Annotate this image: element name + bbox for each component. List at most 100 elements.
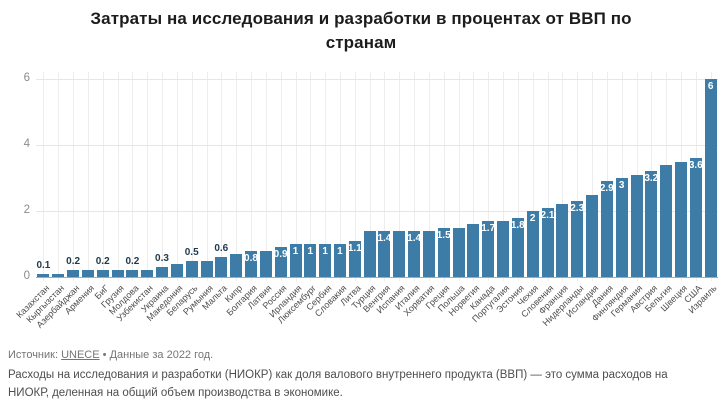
y-axis-tick-label: 4	[23, 138, 30, 150]
category-gridline	[221, 72, 223, 281]
category-gridline	[473, 72, 475, 281]
bar-Франция[interactable]	[556, 204, 569, 277]
bar-Австрия[interactable]	[645, 171, 658, 277]
bar-Норвегия[interactable]	[467, 224, 480, 277]
bar-value-label: 0.1	[36, 259, 51, 271]
category-gridline	[606, 72, 608, 281]
category-gridline	[488, 72, 490, 281]
category-gridline	[577, 72, 579, 281]
bar-Хорватия[interactable]	[422, 230, 435, 277]
bar-value-label: 0.8	[244, 252, 258, 264]
bar-value-label: 1.5	[436, 229, 451, 241]
bar-Греция[interactable]	[437, 227, 450, 277]
bar-Дания[interactable]	[600, 181, 613, 277]
category-gridline	[503, 72, 504, 281]
bar-Латвия[interactable]	[259, 250, 272, 277]
category-gridline	[310, 72, 312, 281]
bar-Молдова[interactable]	[126, 270, 139, 277]
bar-Нидерланды[interactable]	[571, 201, 584, 277]
chart-title: Затраты на исследования и разработки в п…	[0, 7, 722, 55]
bar-value-label: 0.3	[155, 253, 169, 265]
bar-Канада[interactable]	[482, 220, 495, 277]
bar-Турция[interactable]	[363, 230, 376, 277]
bar-Румыния[interactable]	[200, 260, 213, 277]
bar-Сербия[interactable]	[319, 244, 332, 277]
bar-value-label: 2.3	[570, 203, 585, 215]
category-gridline	[117, 72, 119, 281]
bar-value-label: 3.6	[688, 160, 703, 172]
category-gridline	[384, 72, 386, 281]
bar-Армения[interactable]	[81, 270, 94, 277]
category-gridline	[369, 72, 371, 281]
bar-Италия[interactable]	[408, 230, 421, 277]
bar-value-label: 1.7	[481, 222, 496, 234]
bar-Ирландия[interactable]	[289, 244, 302, 277]
bar-БиГ[interactable]	[96, 270, 109, 277]
bar-Израиль[interactable]	[704, 79, 717, 277]
category-gridline	[58, 72, 60, 281]
bar-Мальта[interactable]	[215, 257, 228, 277]
category-gridline	[458, 72, 460, 281]
bar-Словакия[interactable]	[333, 244, 346, 277]
bar-value-label: 2.9	[599, 183, 614, 195]
bar-Португалия[interactable]	[497, 220, 509, 277]
bar-Швеция[interactable]	[674, 161, 687, 277]
bar-Словения[interactable]	[541, 207, 554, 277]
bar-value-label: 3	[618, 180, 625, 191]
category-gridline	[517, 72, 519, 281]
bar-Эстония[interactable]	[511, 217, 524, 277]
category-gridline	[162, 72, 163, 281]
category-gridline	[295, 72, 297, 281]
source-line: Источник: UNECE • Данные за 2022 год.	[8, 349, 213, 361]
bar-value-label: 0.2	[95, 256, 110, 268]
bar-value-label: 2.1	[540, 209, 555, 221]
bar-value-label: 1.1	[347, 242, 362, 254]
y-axis-tick-label: 0	[23, 270, 30, 282]
bar-Испания[interactable]	[393, 230, 406, 277]
bar-Германия[interactable]	[630, 174, 643, 277]
category-gridline	[102, 72, 104, 281]
source-link[interactable]: UNECE	[61, 349, 100, 361]
bar-value-label: 0.2	[125, 256, 140, 268]
source-suffix: • Данные за 2022 год.	[102, 349, 214, 361]
bar-Исландия[interactable]	[586, 194, 598, 277]
bar-value-label: 1	[307, 246, 314, 257]
bar-Украина[interactable]	[156, 267, 168, 277]
bar-value-label: 0.2	[66, 256, 81, 268]
bar-Польша[interactable]	[452, 227, 465, 277]
bar-value-label: 0.9	[273, 249, 288, 261]
bar-Люксембург[interactable]	[304, 244, 317, 277]
bar-Македония[interactable]	[170, 263, 183, 277]
y-axis-tick-label: 6	[23, 72, 30, 84]
bar-Казахстан[interactable]	[37, 273, 50, 277]
category-gridline	[325, 72, 327, 281]
bar-Кыргызстан[interactable]	[52, 273, 65, 277]
bar-Болгария[interactable]	[245, 250, 257, 277]
bar-Бельгия[interactable]	[660, 164, 673, 277]
category-gridline	[147, 72, 149, 281]
bar-value-label: 0.6	[214, 243, 229, 255]
bar-Узбекистан[interactable]	[141, 270, 154, 277]
bar-Россия[interactable]	[274, 247, 287, 277]
category-gridline	[206, 72, 208, 281]
category-gridline	[251, 72, 252, 281]
category-gridline	[354, 72, 356, 281]
bar-Финляндия[interactable]	[615, 178, 628, 277]
bar-value-label: 3.2	[644, 173, 659, 185]
category-gridline	[73, 72, 75, 281]
bar-value-label: 1.4	[377, 232, 392, 244]
bar-Чехия[interactable]	[526, 211, 539, 277]
bar-value-label: 2	[529, 213, 536, 224]
category-gridline	[547, 72, 549, 281]
bar-Беларусь[interactable]	[185, 260, 198, 277]
category-gridline	[280, 72, 282, 281]
bar-Венгрия[interactable]	[378, 230, 391, 277]
category-gridline	[428, 72, 430, 281]
bar-value-label: 1	[322, 246, 328, 257]
bar-Азербайджан[interactable]	[67, 270, 80, 277]
bar-Кипр[interactable]	[230, 253, 243, 277]
bar-Литва[interactable]	[348, 240, 361, 277]
bar-США[interactable]	[689, 158, 702, 277]
bar-Грузия[interactable]	[111, 270, 124, 277]
y-axis-tick-label: 2	[23, 204, 30, 216]
